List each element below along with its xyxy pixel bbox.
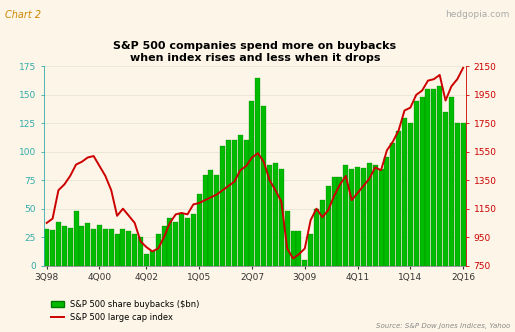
Text: Source: S&P Dow Jones Indices, Yahoo: Source: S&P Dow Jones Indices, Yahoo: [375, 323, 510, 329]
Bar: [273, 163, 278, 266]
Legend: S&P 500 share buybacks ($bn), S&P 500 large cap index: S&P 500 share buybacks ($bn), S&P 500 la…: [48, 296, 203, 325]
Bar: [214, 175, 219, 266]
Bar: [226, 140, 231, 266]
Bar: [414, 101, 419, 266]
Bar: [121, 229, 126, 266]
Bar: [361, 168, 366, 266]
Bar: [443, 112, 448, 266]
Bar: [162, 226, 166, 266]
Bar: [115, 234, 119, 266]
Bar: [373, 165, 377, 266]
Bar: [79, 226, 84, 266]
Bar: [379, 169, 384, 266]
Bar: [344, 165, 348, 266]
Bar: [132, 234, 137, 266]
Bar: [144, 254, 149, 266]
Bar: [44, 229, 49, 266]
Bar: [197, 194, 202, 266]
Bar: [279, 169, 284, 266]
Text: hedgopia.com: hedgopia.com: [445, 10, 510, 19]
Bar: [103, 229, 108, 266]
Bar: [420, 97, 424, 266]
Bar: [302, 260, 307, 266]
Bar: [50, 230, 55, 266]
Bar: [185, 218, 190, 266]
Bar: [285, 211, 289, 266]
Bar: [396, 131, 401, 266]
Bar: [138, 237, 143, 266]
Bar: [238, 135, 243, 266]
Bar: [297, 231, 301, 266]
Bar: [244, 140, 249, 266]
Bar: [167, 218, 173, 266]
Bar: [67, 228, 73, 266]
Bar: [74, 211, 78, 266]
Bar: [308, 234, 313, 266]
Bar: [173, 222, 178, 266]
Bar: [150, 251, 155, 266]
Title: S&P 500 companies spend more on buybacks
when index rises and less when it drops: S&P 500 companies spend more on buybacks…: [113, 41, 397, 63]
Bar: [460, 123, 466, 266]
Bar: [455, 123, 460, 266]
Bar: [390, 143, 395, 266]
Bar: [402, 118, 407, 266]
Bar: [267, 165, 272, 266]
Text: Chart 2: Chart 2: [5, 10, 41, 20]
Bar: [349, 169, 354, 266]
Bar: [56, 222, 61, 266]
Bar: [255, 78, 261, 266]
Bar: [425, 89, 431, 266]
Bar: [62, 226, 67, 266]
Bar: [320, 200, 325, 266]
Bar: [355, 167, 360, 266]
Bar: [97, 225, 102, 266]
Bar: [220, 146, 225, 266]
Bar: [261, 106, 266, 266]
Bar: [179, 214, 184, 266]
Bar: [290, 231, 296, 266]
Bar: [91, 229, 96, 266]
Bar: [332, 177, 337, 266]
Bar: [191, 214, 196, 266]
Bar: [449, 97, 454, 266]
Bar: [337, 177, 342, 266]
Bar: [202, 175, 208, 266]
Bar: [126, 231, 131, 266]
Bar: [232, 140, 237, 266]
Bar: [367, 163, 372, 266]
Bar: [314, 209, 319, 266]
Bar: [326, 186, 331, 266]
Bar: [432, 89, 436, 266]
Bar: [437, 86, 442, 266]
Bar: [384, 157, 389, 266]
Bar: [209, 170, 213, 266]
Bar: [109, 229, 114, 266]
Bar: [156, 234, 161, 266]
Bar: [85, 223, 90, 266]
Bar: [408, 123, 413, 266]
Bar: [249, 101, 254, 266]
